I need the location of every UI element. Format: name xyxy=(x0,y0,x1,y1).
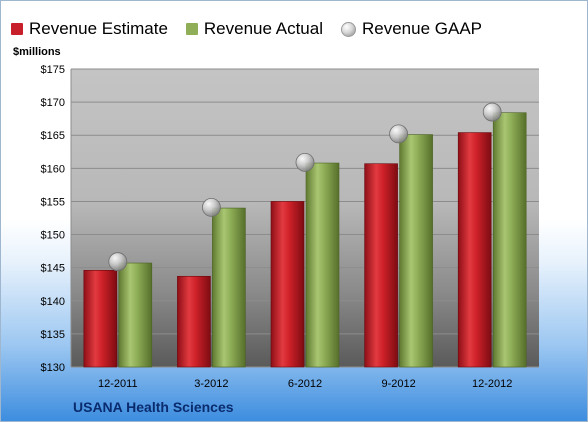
y-tick-label: $160 xyxy=(41,163,65,175)
legend-label-actual: Revenue Actual xyxy=(203,19,323,38)
bar-revenue-actual xyxy=(492,112,527,368)
bar-revenue-actual xyxy=(118,262,153,368)
point-revenue-gaap xyxy=(108,252,128,272)
bar-revenue-actual xyxy=(399,134,433,368)
legend-item-estimate: Revenue Estimate xyxy=(11,19,168,39)
legend-swatch-actual xyxy=(185,23,198,35)
x-tick-label: 12-2011 xyxy=(98,378,138,390)
x-tick-label: 6-2012 xyxy=(288,378,322,390)
point-revenue-gaap xyxy=(295,152,315,172)
bar-revenue-estimate xyxy=(83,270,118,368)
y-tick-label: $175 xyxy=(41,64,65,76)
bar-revenue-actual xyxy=(305,162,340,368)
y-tick-label: $165 xyxy=(41,130,65,142)
legend-item-gaap: Revenue GAAP xyxy=(341,19,482,39)
point-revenue-gaap xyxy=(389,124,409,144)
y-tick-label: $155 xyxy=(41,196,65,208)
bar-revenue-estimate xyxy=(364,163,398,368)
bars xyxy=(83,112,527,368)
bar-revenue-estimate xyxy=(270,201,305,368)
company-name: USANA Health Sciences xyxy=(73,399,234,415)
gaap-markers xyxy=(108,102,502,272)
y-axis-ticks: $130 $135 $140 $145 $150 $155 $160 $165 $170 $175 xyxy=(41,64,65,374)
x-tick-label: 3-2012 xyxy=(194,378,228,390)
y-axis-unit-label: $millions xyxy=(13,46,61,58)
y-tick-label: $145 xyxy=(41,263,65,275)
y-tick-label: $140 xyxy=(41,296,65,308)
x-tick-label: 9-2012 xyxy=(381,378,415,390)
point-revenue-gaap xyxy=(482,102,502,122)
bar-revenue-actual xyxy=(212,207,246,368)
legend-swatch-estimate xyxy=(11,23,23,35)
chart-legend: Revenue Estimate Revenue Actual Revenue … xyxy=(11,17,500,41)
y-tick-label: $170 xyxy=(41,97,65,109)
y-tick-label: $130 xyxy=(41,362,65,374)
y-tick-label: $150 xyxy=(41,230,65,242)
x-axis-ticks: 12-2011 3-2012 6-2012 9-2012 12-2012 xyxy=(98,378,512,390)
bar-revenue-estimate xyxy=(457,132,492,368)
legend-item-actual: Revenue Actual xyxy=(185,19,323,39)
x-tick-label: 12-2012 xyxy=(472,378,512,390)
y-tick-label: $135 xyxy=(41,329,65,341)
bar-revenue-estimate xyxy=(177,275,211,368)
legend-label-estimate: Revenue Estimate xyxy=(29,19,168,38)
point-revenue-gaap xyxy=(201,198,221,217)
legend-label-gaap: Revenue GAAP xyxy=(362,19,483,38)
legend-marker-gaap xyxy=(341,21,356,37)
